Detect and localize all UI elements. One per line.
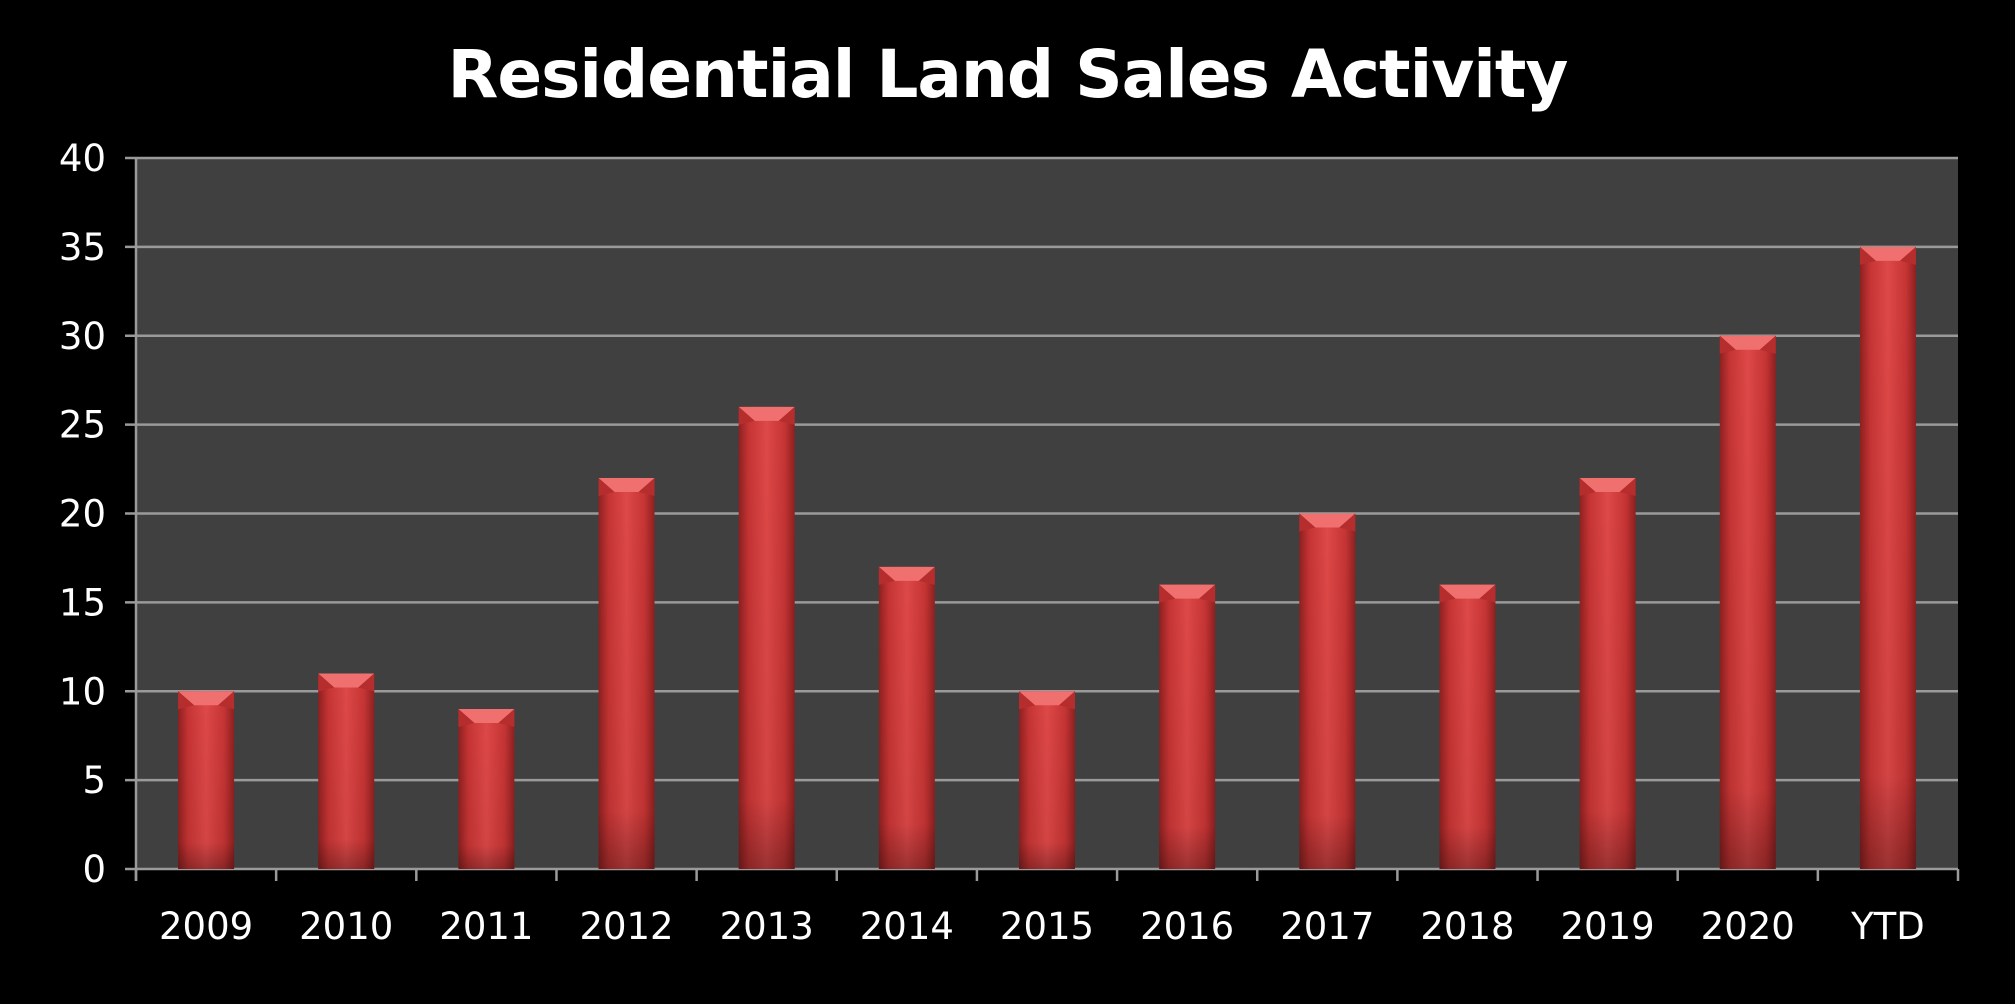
y-tick-label: 30 (59, 315, 106, 358)
bar (1719, 335, 1776, 869)
bar (1159, 584, 1216, 869)
y-tick-label: 15 (59, 581, 106, 624)
bar (598, 477, 655, 869)
tick-labels: 0 5 10 15 20 25 30 35 40 2009 2010 2011 2012 2013 2014… (59, 137, 1925, 948)
bar (1859, 246, 1916, 869)
bar (738, 406, 795, 869)
bars (178, 246, 1916, 869)
x-tick-label: 2016 (1140, 905, 1234, 948)
x-tick-label: YTD (1850, 905, 1925, 948)
y-tick-label: 10 (59, 670, 106, 713)
x-tick-label: 2020 (1701, 905, 1795, 948)
x-tick-label: 2009 (159, 905, 253, 948)
y-tick-label: 25 (59, 404, 106, 447)
y-tick-label: 20 (59, 493, 106, 536)
bar (878, 566, 935, 869)
bar (318, 673, 375, 869)
x-tick-label: 2015 (1000, 905, 1094, 948)
bar (458, 709, 515, 869)
x-tick-label: 2018 (1420, 905, 1514, 948)
x-tick-label: 2019 (1561, 905, 1655, 948)
x-tick-label: 2014 (860, 905, 954, 948)
bar (1579, 477, 1636, 869)
y-tick-label: 0 (82, 848, 106, 891)
x-tick-label: 2012 (579, 905, 673, 948)
x-tick-label: 2017 (1280, 905, 1374, 948)
x-tick-label: 2013 (720, 905, 814, 948)
y-tick-label: 40 (59, 137, 106, 180)
x-tick-label: 2011 (439, 905, 533, 948)
x-tick-label: 2010 (299, 905, 393, 948)
gridlines (136, 156, 1958, 782)
bar (1019, 691, 1075, 869)
bar (1299, 513, 1356, 869)
y-tick-label: 35 (59, 226, 106, 269)
bar (1439, 584, 1496, 869)
bar (178, 691, 235, 869)
chart-title: Residential Land Sales Activity (447, 36, 1569, 113)
y-tick-label: 5 (82, 759, 106, 802)
